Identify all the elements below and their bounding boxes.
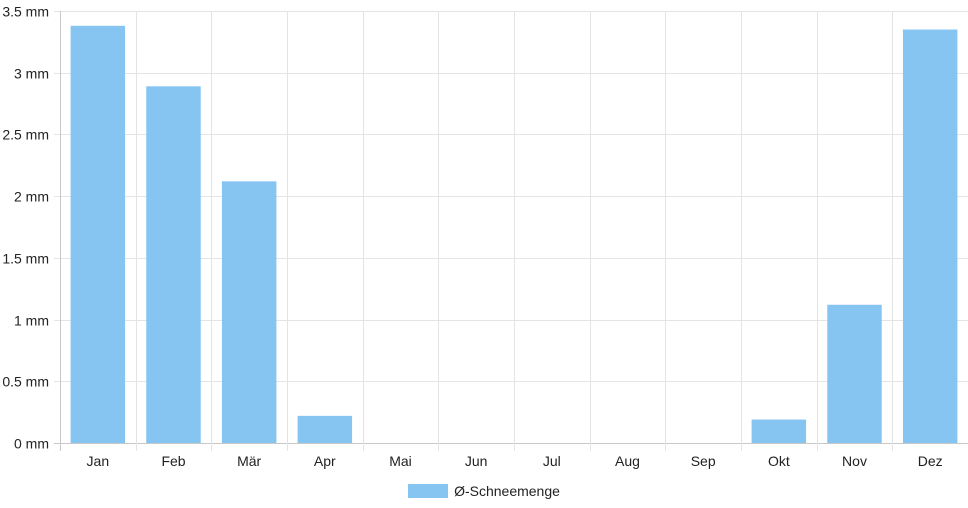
axes: 0 mm 0.5 mm 1 mm 1.5 mm 2 mm 2.5 mm 3 mm 3.5 mm… bbox=[2, 4, 942, 470]
y-tick-label: 3.5 mm bbox=[2, 4, 49, 20]
legend-swatch bbox=[408, 484, 449, 498]
y-tick-label: 0.5 mm bbox=[2, 374, 49, 390]
bar-Apr[interactable] bbox=[297, 415, 353, 443]
y-tick-label: 2.5 mm bbox=[2, 127, 49, 143]
x-tick-label: Okt bbox=[768, 453, 790, 469]
bars bbox=[70, 25, 958, 444]
x-tick-label: Aug bbox=[615, 453, 640, 469]
y-tick-label: 1.5 mm bbox=[2, 251, 49, 267]
y-tick-label: 3 mm bbox=[14, 66, 49, 82]
x-tick-label: Jan bbox=[87, 453, 110, 469]
y-tick-label: 0 mm bbox=[14, 436, 49, 452]
bar-Mär[interactable] bbox=[221, 181, 277, 443]
x-tick-label: Jul bbox=[543, 453, 561, 469]
x-tick-label: Apr bbox=[314, 453, 336, 469]
bar-Jan[interactable] bbox=[70, 25, 126, 443]
bar-Okt[interactable] bbox=[751, 419, 807, 443]
grid bbox=[54, 11, 968, 451]
x-tick-label: Mär bbox=[237, 453, 261, 469]
x-tick-label: Nov bbox=[842, 453, 867, 469]
bar-Nov[interactable] bbox=[827, 304, 882, 443]
x-tick-label: Mai bbox=[389, 453, 412, 469]
y-tick-label: 1 mm bbox=[14, 313, 49, 329]
x-tick-label: Dez bbox=[918, 453, 943, 469]
bar-Dez[interactable] bbox=[902, 29, 958, 444]
y-tick-label: 2 mm bbox=[14, 189, 49, 205]
legend[interactable]: Ø-Schneemenge bbox=[0, 481, 968, 501]
legend-label: Ø-Schneemenge bbox=[454, 483, 560, 499]
bar-Feb[interactable] bbox=[146, 86, 201, 443]
x-tick-label: Feb bbox=[161, 453, 185, 469]
x-tick-label: Sep bbox=[691, 453, 716, 469]
x-tick-label: Jun bbox=[465, 453, 488, 469]
